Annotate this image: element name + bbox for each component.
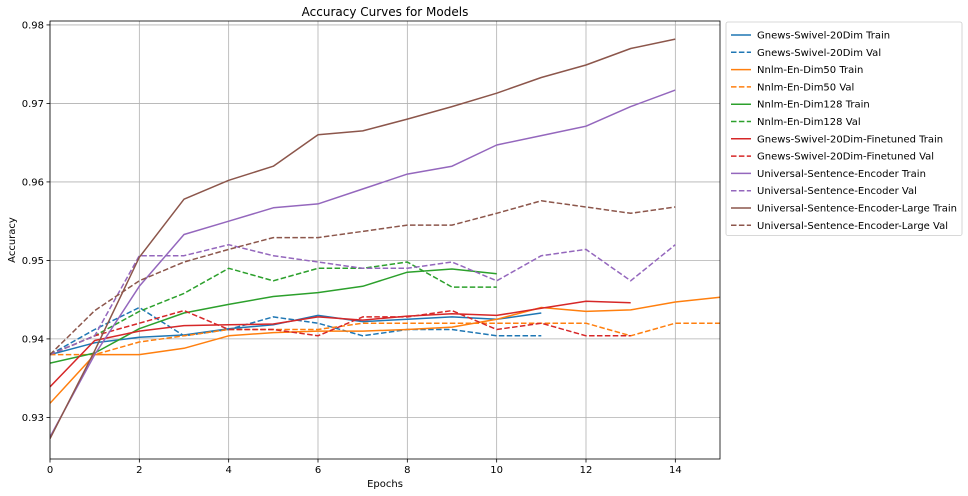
legend-entry: Nnlm-En-Dim50 Val	[757, 82, 854, 93]
legend-entry: Gnews-Swivel-20Dim Val	[757, 48, 881, 59]
y-tick-label: 0.97	[22, 99, 44, 110]
x-tick-label: 8	[404, 465, 410, 476]
x-tick-label: 14	[669, 465, 682, 476]
series-line-6	[50, 261, 497, 356]
x-tick-label: 12	[580, 465, 593, 476]
x-tick-label: 2	[136, 465, 142, 476]
series-line-4	[50, 322, 720, 356]
series-line-11	[50, 38, 676, 439]
x-tick-label: 4	[225, 465, 231, 476]
y-tick-label: 0.93	[22, 413, 44, 424]
series-line-8	[50, 309, 631, 356]
x-tick-label: 10	[490, 465, 503, 476]
legend-entry: Universal-Sentence-Encoder-Large Train	[757, 204, 957, 215]
y-tick-label: 0.94	[22, 334, 44, 345]
x-tick-label: 0	[47, 465, 53, 476]
y-tick-label: 0.98	[22, 20, 44, 31]
chart-title: Accuracy Curves for Models	[302, 5, 469, 19]
legend-entry: Nnlm-En-Dim128 Val	[757, 117, 861, 128]
plot-frame	[49, 20, 721, 460]
y-tick-label: 0.96	[22, 177, 44, 188]
legend-entry: Universal-Sentence-Encoder Train	[757, 169, 926, 180]
x-tick-label: 6	[315, 465, 321, 476]
series-line-10	[50, 243, 676, 356]
series-line-7	[50, 300, 631, 388]
legend-entry: Gnews-Swivel-20Dim-Finetuned Val	[757, 152, 934, 163]
grid-lines	[49, 21, 720, 459]
series-line-9	[50, 89, 676, 438]
series-lines	[50, 38, 720, 439]
legend-entry: Gnews-Swivel-20Dim-Finetuned Train	[757, 134, 943, 145]
axis-ticks: 0 2 4 6 8 10 12 14 0.93 0.94 0.95 0.96 0.97 0.98	[22, 20, 682, 476]
series-line-3	[50, 296, 720, 404]
legend-entry: Universal-Sentence-Encoder-Large Val	[757, 221, 948, 232]
y-axis-label: Accuracy	[7, 217, 18, 263]
legend-entry: Nnlm-En-Dim50 Train	[757, 65, 863, 76]
legend-entry: Gnews-Swivel-20Dim Train	[757, 31, 890, 42]
legend: Gnews-Swivel-20Dim Train Gnews-Swivel-20D…	[725, 21, 963, 237]
legend-box	[725, 21, 963, 237]
legend-entry: Universal-Sentence-Encoder Val	[757, 186, 917, 197]
x-axis-label: Epochs	[367, 479, 403, 490]
legend-entry: Nnlm-En-Dim128 Train	[757, 100, 870, 111]
y-tick-label: 0.95	[22, 256, 44, 267]
